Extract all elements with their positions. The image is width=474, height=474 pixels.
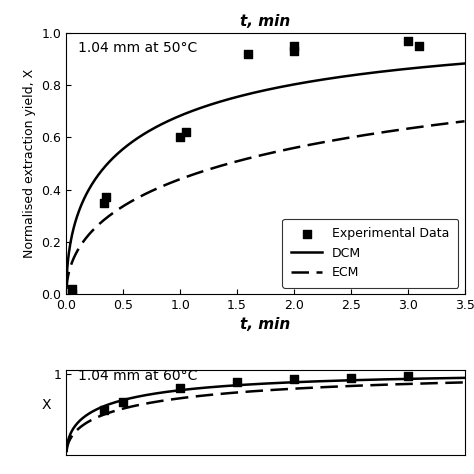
Point	[290, 376, 298, 383]
Experimental Data	[176, 134, 184, 141]
Point	[404, 373, 411, 380]
Y-axis label: X: X	[42, 398, 52, 412]
DCM	[64, 282, 69, 287]
DCM	[301, 80, 306, 86]
Point	[100, 407, 108, 414]
Experimental Data	[290, 43, 298, 50]
Line: ECM: ECM	[66, 121, 465, 289]
DCM	[253, 90, 258, 95]
Legend: Experimental Data, DCM, ECM: Experimental Data, DCM, ECM	[282, 219, 458, 288]
DCM	[279, 84, 285, 90]
ECM	[255, 153, 261, 159]
DCM	[255, 89, 261, 95]
DCM	[452, 62, 458, 67]
Point	[233, 378, 241, 386]
ECM	[301, 143, 306, 149]
ECM	[390, 128, 396, 134]
Y-axis label: Normalised extraction yield, X: Normalised extraction yield, X	[23, 69, 36, 258]
X-axis label: t, min: t, min	[240, 317, 291, 332]
Experimental Data	[182, 128, 190, 136]
ECM	[279, 148, 285, 154]
Experimental Data	[100, 199, 108, 207]
Experimental Data	[245, 50, 252, 58]
Point	[176, 384, 184, 392]
Line: DCM: DCM	[66, 64, 465, 284]
DCM	[462, 61, 467, 66]
Point	[119, 399, 127, 406]
ECM	[64, 286, 69, 292]
Experimental Data	[68, 285, 76, 292]
ECM	[253, 154, 258, 159]
Experimental Data	[404, 37, 411, 45]
ECM	[452, 119, 458, 125]
Experimental Data	[415, 43, 423, 50]
Experimental Data	[68, 290, 76, 298]
Experimental Data	[102, 193, 110, 201]
Point	[347, 374, 355, 382]
Text: 1.04 mm at 60°C: 1.04 mm at 60°C	[78, 369, 198, 383]
Text: 1.04 mm at 50°C: 1.04 mm at 50°C	[78, 41, 198, 55]
DCM	[390, 67, 396, 73]
Text: t, min: t, min	[240, 14, 291, 29]
Experimental Data	[290, 48, 298, 55]
ECM	[462, 118, 467, 124]
